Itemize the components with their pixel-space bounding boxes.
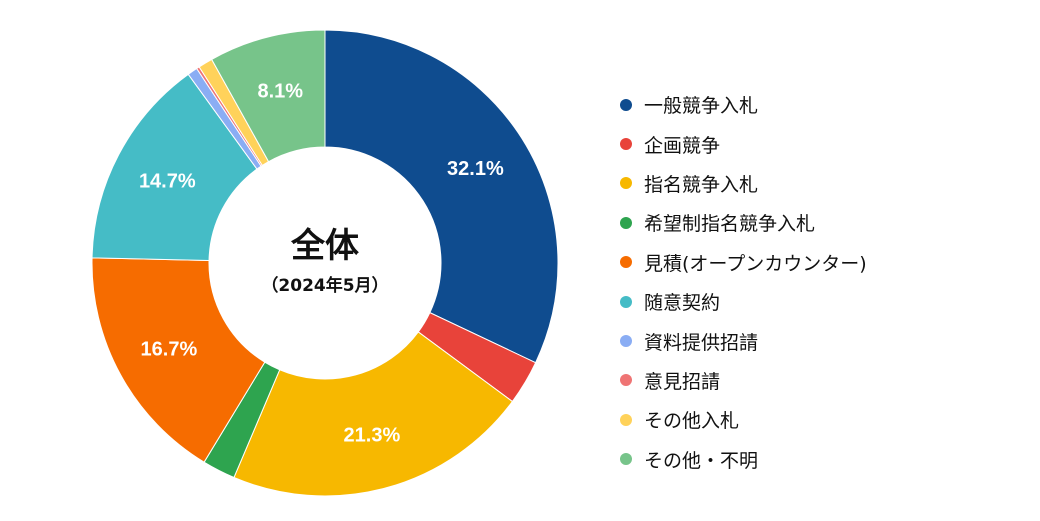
legend-item-3: 指名競争入札 [620,164,867,203]
legend-swatch [620,453,632,466]
slice-label-1: 32.1% [447,158,504,180]
legend-swatch [620,256,632,269]
legend-item-8: 意見招請 [620,361,867,400]
legend-swatch [620,216,632,229]
legend-swatch [620,374,632,387]
legend-item-9: その他入札 [620,400,867,439]
chart-title: 全体 [290,226,359,266]
legend-item-4: 希望制指名競争入札 [620,203,867,242]
legend-label: 随意契約 [644,292,721,315]
legend-swatch [620,335,632,348]
chart-legend: 一般競争入札 企画競争指名競争入札希望制指名競争入札見積(オープンカウンター) 随意… [620,85,867,479]
legend-swatch [620,295,632,308]
legend-label: 資料提供招請 [644,331,759,354]
slice-data-labels: 32.1% 21.3% 16.7% 14.7% 8.1% [139,81,504,447]
slice-1 [324,29,559,364]
legend-item-10: その他・不明 [620,440,867,479]
legend-swatch [620,138,632,151]
legend-label: 希望制指名競争入札 [644,213,816,236]
legend-swatch [620,177,632,190]
slice-5 [91,257,266,463]
legend-item-5: 見積(オープンカウンター) [620,243,867,282]
legend-label: 見積(オープンカウンター) [644,252,867,275]
legend-swatch [620,413,632,426]
legend-label: 意見招請 [644,370,721,393]
slice-label-6: 14.7% [139,170,196,192]
legend-label: 指名競争入札 [644,173,759,196]
legend-label: 一般競争入札 [644,95,759,118]
legend-label: その他・不明 [644,449,759,472]
slice-3 [233,331,514,497]
legend-label: 企画競争 [644,134,721,157]
legend-item-7: 資料提供招請 [620,321,867,360]
legend-item-2: 企画競争 [620,124,867,163]
legend-label: その他入札 [644,410,740,433]
slice-label-5: 16.7% [141,339,198,361]
slice-10 [210,29,326,163]
legend-item-1: 一般競争入札 [620,85,867,124]
slice-label-3: 21.3% [344,425,401,447]
legend-swatch [620,98,632,111]
slice-label-10: 8.1% [258,81,304,103]
donut-slices [91,29,559,497]
slice-6 [91,73,258,261]
chart-subtitle: （2024年5月） [261,275,388,296]
legend-item-6: 随意契約 [620,282,867,321]
